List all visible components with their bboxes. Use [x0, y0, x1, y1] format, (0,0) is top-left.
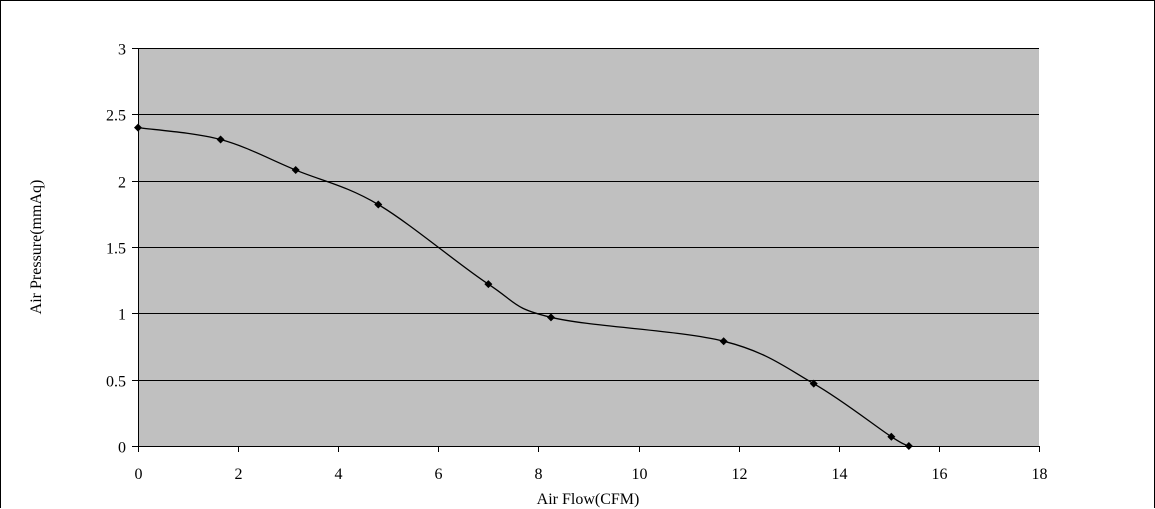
y-tick-label: 2.5 [106, 108, 126, 125]
data-point [809, 379, 818, 388]
data-point [719, 337, 728, 346]
axes [132, 48, 1040, 452]
x-tick-label: 14 [832, 466, 848, 483]
x-tick-label: 8 [535, 466, 543, 483]
y-tick-label: 1 [118, 307, 126, 324]
data-point [484, 280, 493, 289]
data-point [216, 135, 225, 144]
data-point [291, 166, 300, 175]
x-tick-label: 10 [632, 466, 648, 483]
y-tick-labels: 0 0.5 1 1.5 2 2.5 3 [106, 42, 126, 457]
y-tick-label: 0.5 [106, 374, 126, 391]
y-tick-label: 3 [118, 42, 126, 59]
series [134, 123, 913, 450]
data-point [887, 432, 896, 441]
data-point [904, 442, 913, 450]
x-tick-label: 12 [732, 466, 748, 483]
gridlines [138, 48, 1039, 381]
x-tick-label: 0 [135, 466, 143, 483]
y-tick-label: 1.5 [106, 241, 126, 258]
data-point [546, 313, 555, 322]
x-tick-label: 16 [932, 466, 948, 483]
series-line [137, 126, 910, 447]
x-tick-labels: 0 2 4 6 8 10 12 14 16 18 [135, 466, 1048, 483]
y-tick-label: 2 [118, 175, 126, 192]
data-point [374, 200, 383, 209]
y-axis-title: Air Pressure(mmAq) [28, 180, 45, 315]
y-tick-label: 0 [118, 440, 126, 457]
x-tick-label: 4 [335, 466, 343, 483]
x-tick-label: 18 [1032, 466, 1048, 483]
x-axis-title: Air Flow(CFM) [537, 491, 640, 508]
data-point [134, 123, 142, 132]
x-tick-label: 6 [435, 466, 443, 483]
x-tick-label: 2 [235, 466, 243, 483]
